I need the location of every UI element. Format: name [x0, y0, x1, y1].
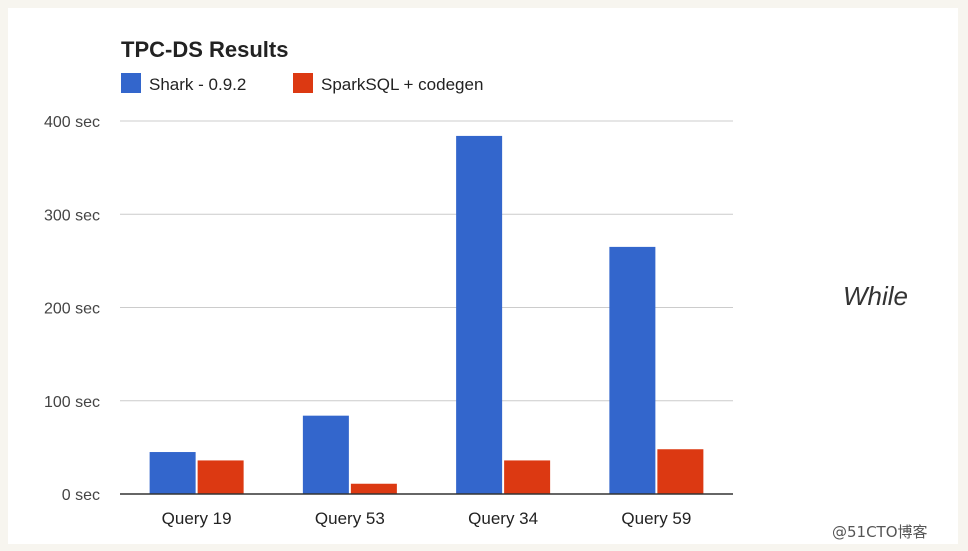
legend-label-1: Shark - 0.9.2: [149, 75, 246, 94]
x-tick-label: Query 34: [468, 509, 538, 528]
bar-sparksql-2: [350, 483, 397, 494]
watermark: @51CTO博客: [832, 523, 928, 541]
bar-shark-2: [302, 415, 349, 494]
x-tick-label: Query 19: [162, 509, 232, 528]
bar-sparksql-3: [504, 460, 551, 494]
bar-shark-4: [609, 246, 656, 494]
bar-sparksql-4: [657, 449, 704, 494]
x-tick-label: Query 59: [621, 509, 691, 528]
x-tick-label: Query 53: [315, 509, 385, 528]
y-tick-label: 100 sec: [44, 394, 100, 411]
chart-bars: [149, 135, 704, 495]
y-axis: 0 sec 100 sec 200 sec 300 sec 400 sec: [44, 114, 100, 504]
y-tick-label: 300 sec: [44, 207, 100, 224]
chart-title: TPC-DS Results: [121, 37, 288, 62]
bar-sparksql-1: [197, 460, 244, 494]
side-text: While: [843, 281, 909, 311]
chart-legend: Shark - 0.9.2 SparkSQL + codegen: [121, 73, 483, 94]
x-axis: Query 19 Query 53 Query 34 Query 59: [120, 493, 733, 528]
y-tick-label: 0 sec: [62, 487, 100, 504]
y-tick-label: 400 sec: [44, 114, 100, 131]
bar-shark-3: [456, 135, 503, 495]
legend-swatch-1: [121, 73, 141, 93]
legend-swatch-2: [293, 73, 313, 93]
bar-shark-1: [149, 452, 196, 494]
y-tick-label: 200 sec: [44, 301, 100, 318]
legend-label-2: SparkSQL + codegen: [321, 75, 483, 94]
